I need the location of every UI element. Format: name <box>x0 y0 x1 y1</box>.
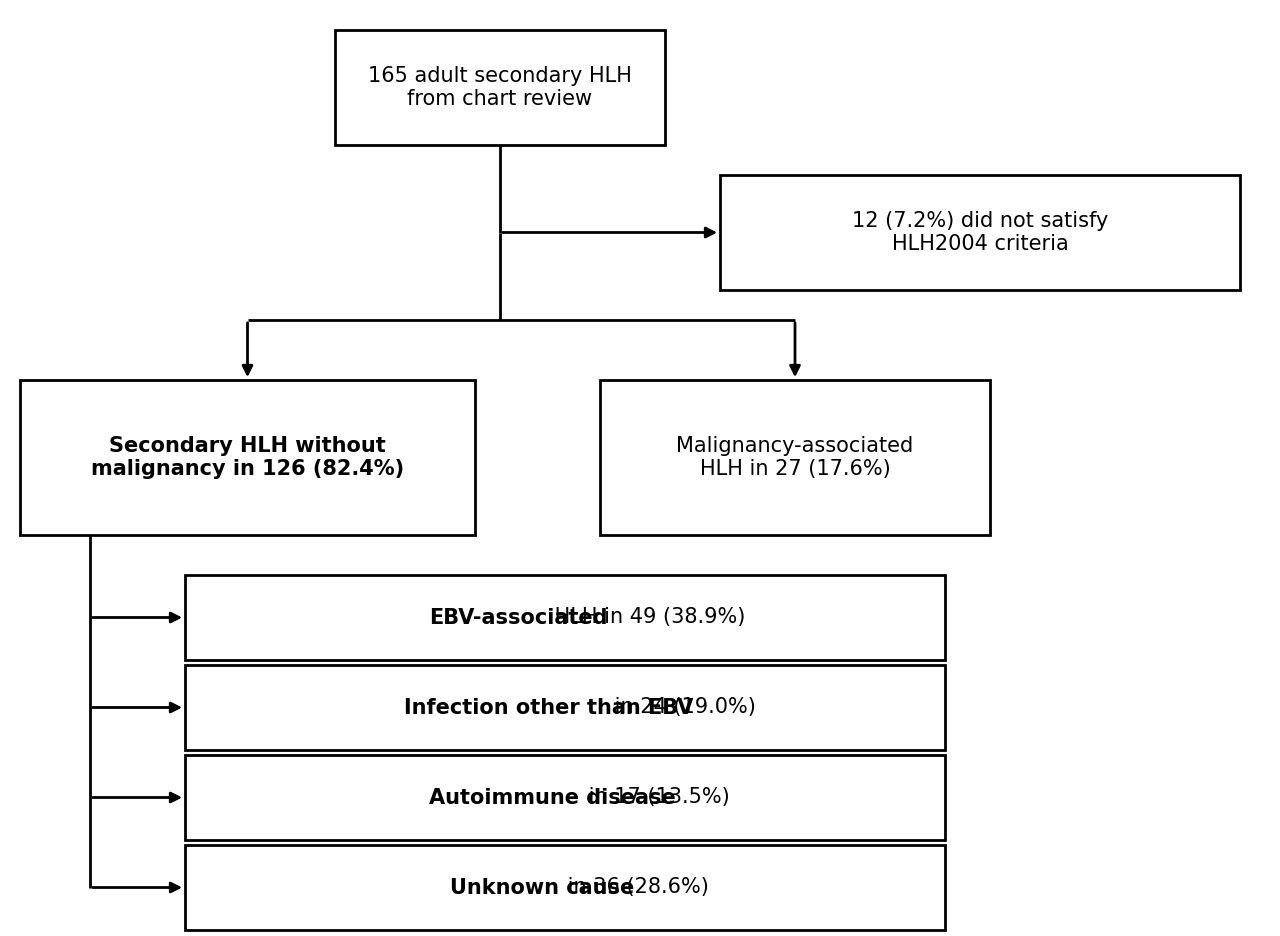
Bar <box>186 755 945 840</box>
Bar <box>600 380 989 535</box>
Text: Unknown cause: Unknown cause <box>451 878 635 898</box>
Text: in 36 (28.6%): in 36 (28.6%) <box>561 878 709 898</box>
Bar <box>186 575 945 660</box>
Text: Infection other than EBV: Infection other than EBV <box>403 697 692 718</box>
Text: in 17 (13.5%): in 17 (13.5%) <box>582 787 730 808</box>
Bar <box>20 380 475 535</box>
Text: in 24 (19.0%): in 24 (19.0%) <box>608 697 755 718</box>
Text: HLH in 49 (38.9%): HLH in 49 (38.9%) <box>548 607 745 627</box>
Text: EBV-associated: EBV-associated <box>429 607 608 627</box>
Text: 12 (7.2%) did not satisfy
HLH2004 criteria: 12 (7.2%) did not satisfy HLH2004 criter… <box>851 211 1108 254</box>
Bar <box>335 30 666 145</box>
Bar <box>186 845 945 930</box>
Text: Autoimmune disease: Autoimmune disease <box>429 787 676 808</box>
Text: 165 adult secondary HLH
from chart review: 165 adult secondary HLH from chart revie… <box>369 66 632 110</box>
Text: Secondary HLH without
malignancy in 126 (82.4%): Secondary HLH without malignancy in 126 … <box>91 436 404 479</box>
Text: Malignancy-associated
HLH in 27 (17.6%): Malignancy-associated HLH in 27 (17.6%) <box>676 436 914 479</box>
Bar <box>186 665 945 750</box>
Bar <box>719 175 1240 290</box>
